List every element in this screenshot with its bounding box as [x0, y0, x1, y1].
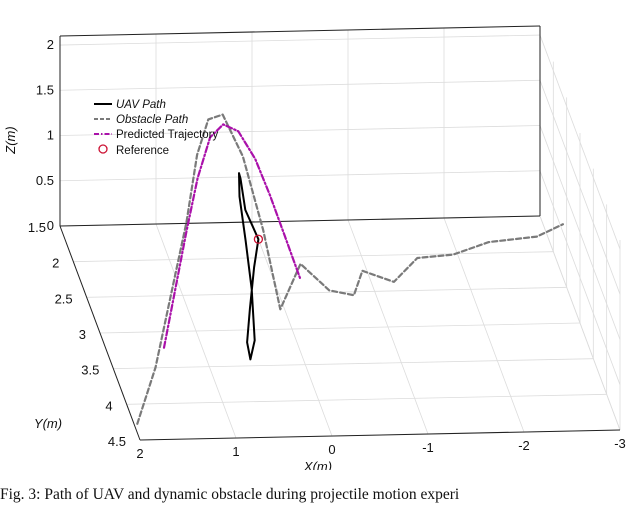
legend-marker-reference — [98, 144, 108, 154]
y-tick-label: 4.5 — [108, 434, 126, 449]
floor-gridline-y — [73, 251, 554, 263]
z-tick-label: 1 — [47, 128, 54, 143]
legend-label-reference: Reference — [116, 145, 169, 157]
reference-marker — [253, 234, 264, 244]
side-gridline-z — [539, 80, 621, 295]
x-tick-label: -1 — [422, 440, 434, 455]
trajectory-3d-chart: 2 1 0 -1 -2 -3 1.5 2 2.5 3 3.5 4 4.5 0 0.5 1 1.5 2 X(m) Y… — [3, 25, 626, 470]
legend-label-obstacle-path: Obstacle Path — [116, 114, 188, 126]
y-tick-label: 3 — [79, 327, 86, 342]
z-tick-label: 1.5 — [36, 82, 54, 97]
uav-path-line — [238, 172, 260, 361]
y-axis-line — [59, 225, 141, 441]
x-tick-label: 1 — [232, 444, 239, 459]
y-tick-label: 2 — [52, 256, 59, 271]
back-gridline-z — [59, 170, 541, 182]
z-axis-label: Z(m) — [3, 126, 18, 154]
side-gridline-z — [539, 125, 621, 340]
y-tick-label: 2.5 — [55, 291, 73, 306]
axis-lines — [59, 25, 621, 441]
back-gridline-z — [59, 125, 541, 136]
legend: UAV Path Obstacle Path Predicted Traject… — [94, 99, 219, 157]
z-tick-label: 0 — [47, 218, 54, 233]
x-tick-label: -3 — [614, 436, 626, 451]
side-gridline-z — [539, 34, 621, 250]
floor-gridline-y — [113, 358, 594, 370]
predicted-trajectory-line — [162, 123, 302, 349]
y-tick-label: 1.5 — [28, 220, 46, 235]
series-layer — [136, 113, 564, 425]
z-tick-label: 0.5 — [36, 173, 54, 188]
side-gridline-z — [539, 170, 621, 385]
tick-labels: 2 1 0 -1 -2 -3 1.5 2 2.5 3 3.5 4 4.5 0 0.5 1 1.5 2 — [28, 37, 626, 461]
x-axis-label: X(m) — [303, 459, 332, 470]
x-axis-line — [139, 429, 621, 441]
legend-label-predicted-trajectory: Predicted Trajectory — [116, 129, 219, 141]
back-wall-grid — [59, 26, 621, 431]
floor-gridline-y — [86, 286, 567, 298]
obstacle-path-line — [136, 113, 564, 425]
x-tick-label: -2 — [518, 438, 530, 453]
y-axis-label: Y(m) — [34, 416, 62, 431]
back-top-edge — [59, 25, 541, 37]
legend-label-uav-path: UAV Path — [116, 99, 166, 111]
back-floor-edge — [59, 215, 541, 227]
back-gridline-z — [59, 79, 541, 91]
x-tick-label: 0 — [328, 442, 335, 457]
floor-gridline-y — [126, 393, 607, 405]
y-tick-label: 4 — [105, 398, 112, 413]
floor-gridline-y — [99, 322, 581, 334]
x-tick-label: 2 — [136, 446, 143, 461]
figure-caption: Fig. 3: Path of UAV and dynamic obstacle… — [0, 486, 460, 503]
back-gridline-z — [59, 34, 541, 46]
y-tick-label: 3.5 — [81, 363, 99, 378]
z-tick-label: 2 — [47, 37, 54, 52]
